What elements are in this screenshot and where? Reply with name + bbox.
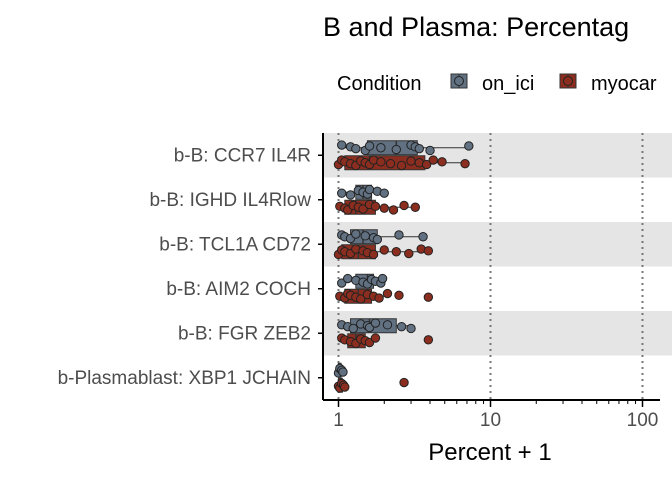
point-myocar xyxy=(391,247,401,257)
point-on-ici xyxy=(364,141,375,151)
chart-title: B and Plasma: Percentag xyxy=(323,12,629,42)
axes xyxy=(318,133,660,407)
point-on-ici xyxy=(345,190,356,200)
legend-key-on-ici-point xyxy=(454,76,464,86)
y-tick-label: b-B: AIM2 COCH xyxy=(166,279,311,300)
point-on-ici xyxy=(351,229,361,239)
x-tick-labels: 1 10 100 xyxy=(333,410,658,431)
point-on-ici xyxy=(348,323,358,334)
point-on-ici xyxy=(418,232,428,242)
point-myocar xyxy=(423,335,434,345)
point-myocar xyxy=(460,158,470,169)
point-myocar xyxy=(379,203,389,213)
point-myocar xyxy=(385,158,396,169)
point-on-ici xyxy=(379,188,389,198)
point-myocar xyxy=(437,157,447,167)
x-tick-label: 10 xyxy=(480,410,501,431)
point-myocar xyxy=(356,294,366,304)
row-bands xyxy=(323,133,672,356)
legend-label-myocar: myocar xyxy=(591,73,657,95)
point-myocar xyxy=(399,377,409,388)
point-on-ici xyxy=(372,234,383,245)
point-on-ici xyxy=(464,141,474,151)
point-myocar xyxy=(374,293,384,303)
point-myocar xyxy=(379,245,389,255)
point-on-ici xyxy=(425,145,435,156)
point-myocar xyxy=(376,157,386,167)
legend-key-on-ici xyxy=(450,73,468,89)
point-myocar xyxy=(399,200,409,211)
point-myocar xyxy=(382,288,393,299)
point-on-ici xyxy=(376,143,386,153)
point-myocar xyxy=(404,248,414,259)
point-on-ici xyxy=(360,231,370,241)
point-on-ici xyxy=(337,188,347,198)
point-on-ici xyxy=(343,273,353,284)
row-band xyxy=(323,222,672,267)
point-myocar xyxy=(370,333,381,343)
point-myocar xyxy=(388,205,399,215)
legend-title: Condition xyxy=(337,73,422,95)
point-myocar xyxy=(428,155,438,165)
legend-key-myocar-point xyxy=(563,76,573,86)
point-myocar xyxy=(358,204,368,214)
y-tick-labels: b-B: CCR7 IL4R b-B: IGHD IL4Rlow b-B: TCL1… xyxy=(58,145,312,389)
point-on-ici xyxy=(382,320,393,330)
x-axis-label: Percent + 1 xyxy=(428,439,551,466)
point-myocar xyxy=(396,160,407,171)
x-tick-label: 100 xyxy=(627,410,659,431)
point-on-ici xyxy=(338,367,348,377)
x-tick-label: 1 xyxy=(333,410,344,431)
point-on-ici xyxy=(406,323,416,334)
point-on-ici xyxy=(396,321,407,332)
y-tick-label: b-B: FGR ZEB2 xyxy=(178,323,311,344)
point-myocar xyxy=(368,249,379,260)
legend-key-myocar xyxy=(559,73,577,89)
y-tick-label: b-B: TCL1A CD72 xyxy=(159,234,311,255)
point-myocar xyxy=(423,246,434,256)
legend-label-on-ici: on_ici xyxy=(482,73,534,95)
point-myocar xyxy=(423,292,434,302)
y-tick-label: b-B: IGHD IL4Rlow xyxy=(149,190,311,211)
point-on-ici xyxy=(394,230,404,240)
point-on-ici xyxy=(414,143,424,154)
point-myocar xyxy=(394,290,404,301)
y-tick-label: b-Plasmablast: XBP1 JCHAIN xyxy=(58,368,311,389)
point-on-ici xyxy=(364,184,375,195)
legend: Condition on_ici myocar xyxy=(337,73,657,95)
y-tick-label: b-B: CCR7 IL4R xyxy=(174,145,311,166)
point-on-ici xyxy=(391,144,401,155)
point-on-ici xyxy=(337,140,347,150)
point-on-ici xyxy=(351,143,361,154)
data-points xyxy=(333,140,474,393)
reference-lines xyxy=(337,133,644,400)
point-myocar xyxy=(406,156,416,166)
point-myocar xyxy=(421,159,432,170)
point-myocar xyxy=(370,201,381,212)
point-on-ici xyxy=(370,318,381,328)
point-myocar xyxy=(340,382,350,392)
point-on-ici xyxy=(377,273,388,284)
point-myocar xyxy=(410,202,420,212)
